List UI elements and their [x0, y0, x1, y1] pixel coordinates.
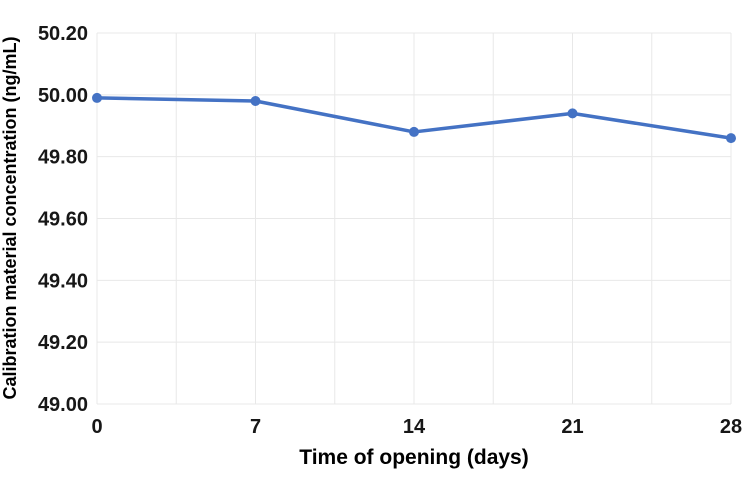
y-tick-label: 49.60 [38, 209, 88, 231]
data-series [92, 92, 736, 144]
y-tick-label: 49.00 [38, 394, 88, 416]
x-tick-label: 28 [720, 416, 742, 438]
data-point-day-0 [92, 92, 102, 103]
x-tick-label: 21 [561, 416, 583, 438]
x-axis-tick-labels: 0 7 14 21 28 [91, 416, 742, 438]
y-axis-title: Calibration material concentration (ng/m… [0, 36, 20, 399]
y-tick-label: 50.00 [38, 85, 88, 107]
y-tick-label: 50.20 [38, 23, 88, 45]
y-tick-label: 49.80 [38, 147, 88, 169]
data-point-day-14 [409, 126, 419, 137]
data-point-day-7 [250, 96, 261, 107]
y-tick-label: 49.40 [38, 270, 88, 292]
x-tick-label: 0 [91, 416, 102, 438]
data-point-day-21 [567, 108, 578, 119]
x-tick-label: 7 [250, 416, 261, 438]
horizontal-gridlines [97, 32, 731, 405]
x-axis-title: Time of opening (days) [299, 446, 528, 469]
y-tick-label: 49.20 [38, 332, 88, 354]
data-point-day-28 [726, 133, 736, 144]
x-tick-label: 14 [403, 416, 426, 438]
y-axis-tick-labels: 49.00 49.20 49.40 49.60 49.80 50.00 50.20 [38, 23, 88, 416]
